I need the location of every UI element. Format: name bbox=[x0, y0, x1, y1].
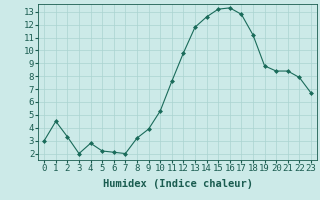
X-axis label: Humidex (Indice chaleur): Humidex (Indice chaleur) bbox=[103, 179, 252, 189]
